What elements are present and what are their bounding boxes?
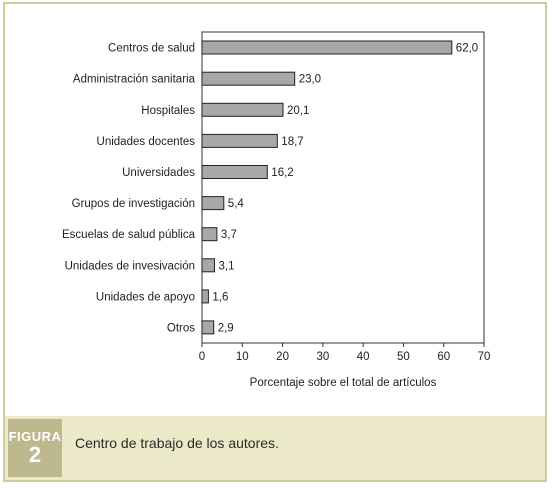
figure-caption: Centro de trabajo de los autores. [75, 435, 279, 451]
category-label: Escuelas de salud pública [62, 229, 196, 241]
x-tick-label: 60 [437, 351, 450, 363]
chart-area: Centros de salud 62,0 Administración sanit… [5, 4, 545, 416]
category-label: Universidades [122, 167, 195, 179]
value-label: 62,0 [456, 43, 478, 55]
value-label: 20,1 [287, 105, 309, 117]
x-tick-label: 70 [478, 351, 491, 363]
value-label: 16,2 [271, 167, 293, 179]
caption-bar: FIGURA 2 Centro de trabajo de los autore… [5, 416, 545, 480]
value-label: 23,0 [299, 74, 321, 86]
value-label: 5,4 [228, 198, 245, 210]
bar [201, 227, 218, 242]
figure-badge: FIGURA 2 [8, 419, 62, 477]
category-label: Hospitales [141, 105, 195, 117]
x-tick-label: 30 [316, 351, 329, 363]
x-tick-label: 40 [357, 351, 370, 363]
bar [201, 40, 453, 55]
x-tick-label: 50 [397, 351, 410, 363]
value-label: 18,7 [281, 136, 303, 148]
figure-label-number: 2 [28, 442, 42, 467]
category-label: Centros de salud [108, 43, 195, 55]
figure-label-word: FIGURA [8, 429, 62, 444]
x-axis-title: Porcentaje sobre el total de artículos [250, 377, 437, 389]
figure-frame: Centros de salud 62,0 Administración sanit… [3, 2, 547, 482]
bar [201, 102, 284, 117]
value-label: 1,6 [212, 291, 228, 303]
category-label: Unidades docentes [97, 136, 196, 148]
bar-chart: Centros de salud 62,0 Administración sanit… [62, 31, 491, 389]
category-label: Unidades de apoyo [96, 291, 195, 303]
bar [201, 133, 278, 148]
bar [201, 320, 215, 335]
bar [201, 289, 209, 304]
x-tick-label: 10 [236, 351, 249, 363]
bar [201, 165, 268, 179]
category-label: Otros [167, 322, 195, 334]
x-tick-label: 20 [276, 351, 289, 363]
bar [201, 258, 215, 273]
value-label: 3,7 [221, 229, 237, 241]
bar [201, 71, 296, 86]
category-label: Unidades de invesivación [65, 260, 195, 272]
plot-frame [201, 31, 485, 344]
value-label: 2,9 [218, 322, 234, 334]
category-label: Administración sanitaria [73, 74, 196, 86]
category-label: Grupos de investigación [72, 198, 195, 210]
value-label: 3,1 [219, 260, 235, 272]
bar [201, 196, 225, 211]
x-tick-label: 0 [199, 351, 205, 363]
